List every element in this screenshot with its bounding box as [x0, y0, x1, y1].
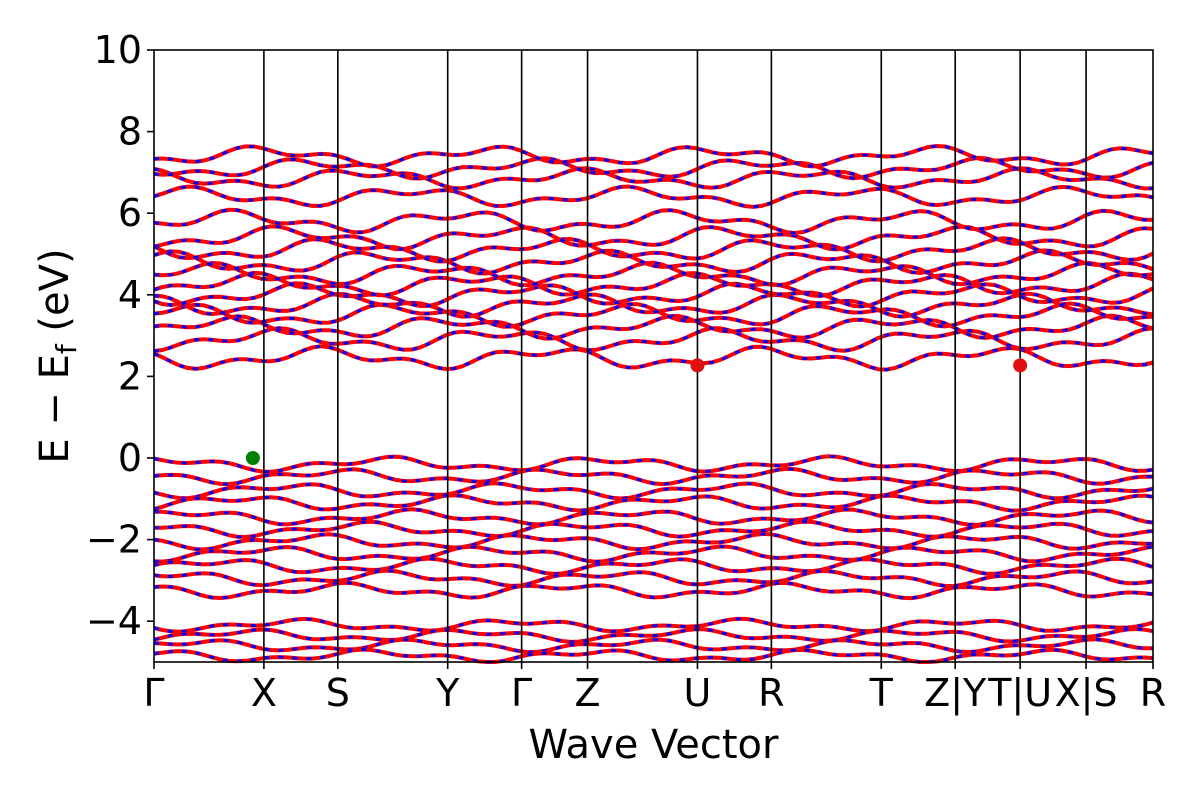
- valence-band-overlay: [153, 481, 1154, 501]
- x-tick-label: Z|Y: [924, 671, 987, 716]
- valence-band: [153, 556, 1154, 576]
- y-axis-label-subscript: f: [50, 343, 83, 354]
- valence-band: [153, 466, 1154, 487]
- valence-band-overlay: [153, 467, 1154, 486]
- y-tick-label: 6: [118, 191, 142, 235]
- valence-band: [154, 519, 1154, 540]
- y-tick-label: 0: [118, 436, 142, 480]
- x-tick-label: R: [758, 671, 784, 715]
- bands-layer: [153, 143, 1154, 664]
- vbm-point: [245, 451, 260, 465]
- x-tick-label: S: [326, 671, 350, 715]
- conduction-band-overlay: [153, 344, 1154, 372]
- x-axis-label: Wave Vector: [529, 722, 780, 768]
- valence-band-overlay: [153, 557, 1154, 576]
- valence-band: [153, 580, 1154, 601]
- x-tick-label: Γ: [143, 671, 164, 715]
- x-tick-label: Γ: [511, 671, 532, 715]
- core-band-overlay: [153, 637, 1153, 654]
- conduction-band-overlay: [153, 224, 1154, 251]
- conduction-band-overlay: [153, 208, 1154, 235]
- plot-frame: [153, 49, 1154, 663]
- conduction-band-overlay: [153, 281, 1154, 309]
- conduction-band-overlay: [153, 248, 1154, 275]
- y-tick-label: 10: [94, 28, 142, 72]
- x-tick-label: Z: [575, 671, 601, 715]
- y-axis-label: E − Ef (eV): [32, 248, 83, 463]
- y-axis-label-main: E − E: [32, 354, 78, 464]
- upper-band-overlay: [153, 144, 1154, 168]
- valence-band: [153, 454, 1154, 474]
- y-tick-label: −4: [86, 599, 142, 643]
- valence-band-overlay: [153, 532, 1154, 551]
- x-tick-label: X: [251, 671, 277, 715]
- x-tick-label: T: [869, 671, 894, 715]
- y-axis: −4 −2 0 2 4 6 8 10: [86, 28, 154, 643]
- upper-band-overlay: [153, 166, 1154, 191]
- x-tick-label: Y: [435, 671, 460, 715]
- conduction-band: [153, 291, 1154, 319]
- x-tick-label: U: [684, 671, 712, 715]
- conduction-band-overlay: [153, 301, 1154, 329]
- x-axis: Γ X S Y Γ Z U R T Z|Y T|U X|S R: [143, 662, 1166, 716]
- y-tick-label: 2: [118, 354, 142, 398]
- valence-band-overlay: [154, 520, 1154, 539]
- y-tick-label: −2: [86, 518, 142, 562]
- conduction-band-overlay: [153, 314, 1154, 341]
- conduction-band-overlay: [153, 271, 1154, 298]
- x-tick-label: T|U: [987, 671, 1052, 716]
- valence-band-overlay: [153, 454, 1154, 474]
- core-band-overlay: [153, 647, 1154, 664]
- valence-band: [153, 493, 1154, 513]
- valence-band-overlay: [153, 544, 1154, 564]
- valence-band-overlay: [153, 569, 1154, 588]
- valence-band-overlay: [153, 581, 1154, 600]
- upper-band-overlay: [153, 184, 1154, 209]
- core-band-overlay: [153, 627, 1154, 644]
- special-points: [245, 358, 1028, 465]
- x-tick-label: X|S: [1055, 671, 1118, 716]
- kpoint-lines: [263, 50, 1087, 662]
- conduction-band-overlay: [153, 261, 1154, 287]
- y-axis-label-unit: (eV): [32, 248, 78, 344]
- conduction-band-overlay: [153, 326, 1154, 353]
- core-band-overlay: [153, 617, 1154, 634]
- x-tick-label: R: [1140, 671, 1166, 715]
- cbm-point: [1013, 358, 1028, 373]
- cbm-point: [690, 358, 705, 373]
- y-tick-label: 8: [118, 110, 142, 154]
- y-tick-label: 4: [118, 273, 142, 317]
- valence-band-overlay: [153, 493, 1154, 513]
